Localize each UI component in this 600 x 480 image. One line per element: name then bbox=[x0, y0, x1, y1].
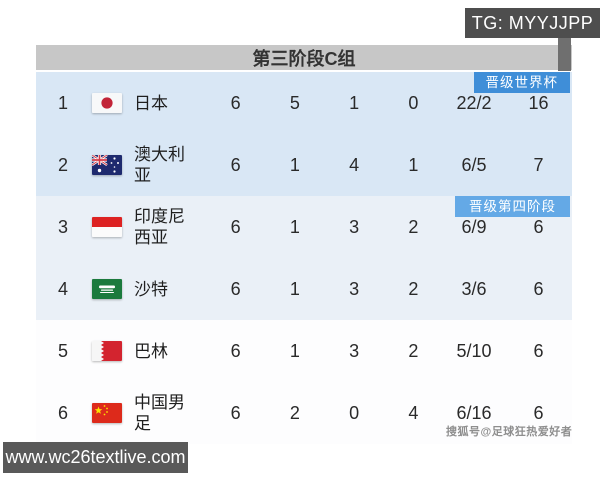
rank-cell: 1 bbox=[57, 92, 68, 113]
loss-cell: 4 bbox=[408, 402, 419, 423]
points-cell: 6 bbox=[533, 216, 544, 237]
loss-cell: 2 bbox=[408, 278, 419, 299]
win-cell: 2 bbox=[289, 402, 300, 423]
rank-cell: 5 bbox=[57, 340, 68, 361]
rank-cell: 3 bbox=[57, 216, 68, 237]
indonesia-flag-icon bbox=[90, 217, 134, 237]
site-url-overlay: www.wc26textlive.com bbox=[3, 442, 188, 473]
points-cell: 6 bbox=[533, 278, 544, 299]
team-name: 澳大利亚 bbox=[134, 145, 185, 185]
draw-cell: 0 bbox=[349, 402, 360, 423]
tg-contact-overlay: TG: MYYJJPP bbox=[465, 8, 600, 38]
points-cell: 16 bbox=[528, 92, 549, 113]
scrollbar-thumb[interactable] bbox=[558, 37, 571, 71]
japan-flag-icon bbox=[90, 93, 134, 113]
table-body: 晋级世界杯 1 日本 6 5 1 0 22/2 16 2 bbox=[36, 72, 572, 444]
table-row[interactable]: 2 澳大利亚 bbox=[36, 134, 572, 196]
table-row[interactable]: 5 巴林 6 1 3 2 5/10 6 bbox=[36, 320, 572, 382]
draw-cell: 3 bbox=[349, 216, 360, 237]
table-row[interactable]: 6 中国男足 6 2 0 4 6/16 6 bbox=[36, 382, 572, 444]
goals-cell: 5/10 bbox=[456, 340, 492, 361]
table-row[interactable]: 4 沙特 6 1 3 2 3/6 6 bbox=[36, 258, 572, 320]
points-cell: 6 bbox=[533, 340, 544, 361]
played-cell: 6 bbox=[230, 402, 241, 423]
draw-cell: 1 bbox=[349, 92, 360, 113]
loss-cell: 2 bbox=[408, 340, 419, 361]
rank-cell: 4 bbox=[57, 278, 68, 299]
loss-cell: 0 bbox=[408, 92, 419, 113]
points-cell: 6 bbox=[533, 402, 544, 423]
table-title-bar: 第三阶段C组 bbox=[36, 45, 572, 70]
played-cell: 6 bbox=[230, 154, 241, 175]
loss-cell: 2 bbox=[408, 216, 419, 237]
goals-cell: 22/2 bbox=[456, 92, 492, 113]
goals-cell: 6/9 bbox=[461, 216, 487, 237]
standings-table: 第三阶段C组 晋级世界杯 1 日本 6 5 1 0 22/2 16 2 bbox=[36, 37, 572, 444]
draw-cell: 4 bbox=[349, 154, 360, 175]
china-flag-icon bbox=[90, 403, 134, 423]
qualified-world-cup-badge: 晋级世界杯 bbox=[473, 72, 570, 93]
goals-cell: 3/6 bbox=[461, 278, 487, 299]
win-cell: 1 bbox=[289, 340, 300, 361]
draw-cell: 3 bbox=[349, 278, 360, 299]
points-cell: 7 bbox=[533, 154, 544, 175]
bahrain-flag-icon bbox=[90, 341, 134, 361]
team-name: 印度尼西亚 bbox=[134, 207, 185, 247]
sohu-watermark: 搜狐号@足球狂热爱好者 bbox=[446, 426, 573, 438]
rank-cell: 6 bbox=[57, 402, 68, 423]
qualified-fourth-stage-badge: 晋级第四阶段 bbox=[455, 196, 570, 217]
win-cell: 1 bbox=[289, 216, 300, 237]
draw-cell: 3 bbox=[349, 340, 360, 361]
goals-cell: 6/5 bbox=[461, 154, 487, 175]
australia-flag-icon bbox=[90, 155, 134, 175]
saudi-arabia-flag-icon bbox=[90, 279, 134, 299]
loss-cell: 1 bbox=[408, 154, 419, 175]
table-title: 第三阶段C组 bbox=[252, 48, 356, 69]
team-name: 中国男足 bbox=[134, 393, 185, 433]
team-name: 沙特 bbox=[134, 279, 168, 299]
win-cell: 1 bbox=[289, 278, 300, 299]
tg-contact-label: TG: MYYJJPP bbox=[471, 12, 594, 33]
played-cell: 6 bbox=[230, 216, 241, 237]
table-row[interactable]: 晋级世界杯 1 日本 6 5 1 0 22/2 16 bbox=[36, 72, 572, 134]
win-cell: 1 bbox=[289, 154, 300, 175]
table-row[interactable]: 晋级第四阶段 3 印度尼西亚 6 1 3 2 6/9 6 bbox=[36, 196, 572, 258]
rank-cell: 2 bbox=[57, 154, 68, 175]
goals-cell: 6/16 bbox=[456, 402, 492, 423]
played-cell: 6 bbox=[230, 340, 241, 361]
played-cell: 6 bbox=[230, 278, 241, 299]
team-name: 巴林 bbox=[134, 341, 168, 361]
team-name: 日本 bbox=[134, 93, 168, 113]
win-cell: 5 bbox=[289, 92, 300, 113]
site-url-label: www.wc26textlive.com bbox=[5, 447, 186, 467]
played-cell: 6 bbox=[230, 92, 241, 113]
